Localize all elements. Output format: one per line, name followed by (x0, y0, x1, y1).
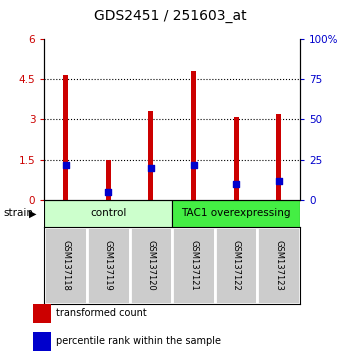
Point (148, 165, 153, 171)
Point (276, 178, 282, 183)
Bar (276, 114, 281, 200)
Bar (172, 227, 215, 304)
Text: GSM137122: GSM137122 (232, 240, 241, 291)
Text: strain: strain (3, 208, 33, 218)
Point (191, 162, 196, 167)
Text: GSM137119: GSM137119 (104, 240, 113, 291)
Bar (106, 160, 111, 200)
Text: TAC1 overexpressing: TAC1 overexpressing (181, 208, 291, 218)
Bar (172, 200, 300, 227)
Point (233, 181, 239, 187)
Point (106, 189, 111, 195)
Bar (33, 304, 51, 323)
Text: GSM137118: GSM137118 (61, 240, 70, 291)
Bar (44, 200, 172, 227)
Bar (33, 332, 51, 350)
Text: GDS2451 / 251603_at: GDS2451 / 251603_at (94, 9, 247, 23)
Point (63, 162, 68, 167)
Bar (63, 75, 68, 200)
Bar (257, 227, 300, 304)
Bar (234, 117, 239, 200)
Bar (87, 227, 130, 304)
Text: control: control (90, 208, 127, 218)
Text: GSM137120: GSM137120 (146, 240, 155, 291)
Text: percentile rank within the sample: percentile rank within the sample (56, 336, 221, 346)
Bar (191, 71, 196, 200)
Bar (44, 227, 87, 304)
Text: transformed count: transformed count (56, 308, 147, 318)
Bar (215, 227, 257, 304)
Bar (148, 112, 153, 200)
Text: ▶: ▶ (29, 208, 36, 218)
Bar (130, 227, 172, 304)
Text: GSM137121: GSM137121 (189, 240, 198, 291)
Text: GSM137123: GSM137123 (274, 240, 283, 291)
